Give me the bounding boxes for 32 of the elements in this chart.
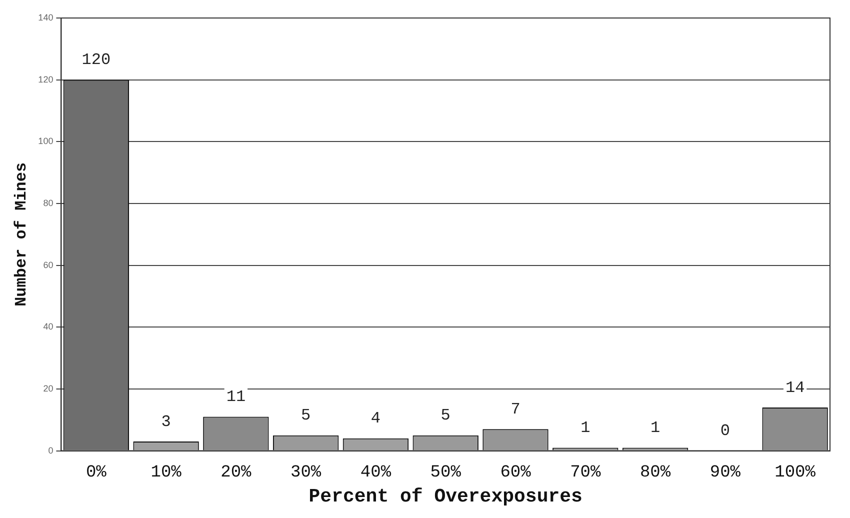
data-label: 11 <box>226 388 246 406</box>
x-tick-label: 80% <box>640 464 672 482</box>
data-label: 5 <box>440 406 450 425</box>
x-tick-label: 90% <box>710 464 742 482</box>
x-tick-label: 10% <box>150 464 182 482</box>
x-tick-label: 20% <box>220 464 252 482</box>
y-tick-label: 80 <box>43 198 54 208</box>
data-label: 4 <box>370 410 381 428</box>
y-tick-label: 100 <box>38 136 54 146</box>
y-tick-label: 20 <box>43 383 54 394</box>
data-label: 14 <box>785 378 805 397</box>
data-label: 1 <box>650 418 660 437</box>
y-tick-label: 0 <box>48 445 54 456</box>
x-axis-title: Percent of Overexposures <box>308 485 582 508</box>
x-tick-label: 0% <box>86 464 108 482</box>
y-tick-label: 120 <box>38 74 54 84</box>
y-tick-label: 140 <box>38 12 54 22</box>
x-tick-label: 70% <box>570 464 602 482</box>
data-label: 7 <box>510 400 520 418</box>
y-axis-title: Number of Mines <box>12 162 31 306</box>
x-tick-label: 60% <box>500 464 532 482</box>
data-label: 0 <box>720 422 730 440</box>
data-label: 5 <box>301 406 311 425</box>
y-tick-label: 60 <box>43 260 54 270</box>
data-label: 3 <box>161 412 171 431</box>
data-label: 120 <box>82 51 111 70</box>
x-tick-label: 50% <box>430 464 462 482</box>
y-tick-label: 40 <box>43 322 54 332</box>
x-tick-label: 40% <box>360 464 392 482</box>
x-tick-label: 100% <box>774 464 816 482</box>
data-label: 1 <box>580 418 590 437</box>
x-tick-label: 30% <box>290 464 322 482</box>
